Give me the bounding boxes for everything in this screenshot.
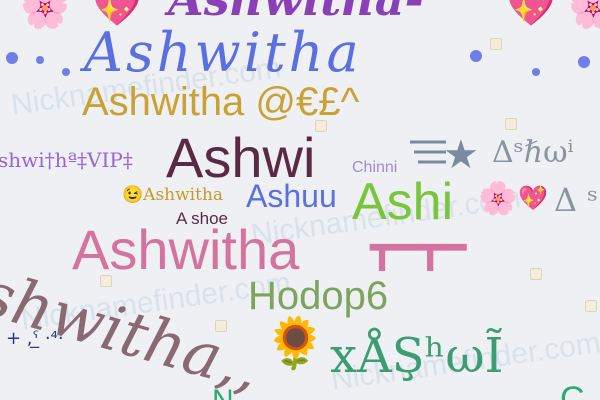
nickname-big-pink: Ashwitha <box>72 218 300 281</box>
bottom-fragment: C <box>560 380 585 400</box>
confetti-icon <box>490 38 502 50</box>
sunflower-icon: 🌻 <box>264 314 327 372</box>
nickname-gold: Ashwitha @€£^ <box>82 80 360 124</box>
confetti-icon <box>100 275 112 287</box>
nickname-top: Ashwitha- <box>168 0 424 22</box>
flower-icon: 🌸 <box>20 0 70 31</box>
flower-icon: 🌸 <box>478 179 518 217</box>
nickname-ashwi: Ashwi <box>166 126 316 189</box>
heart-icon: 💖 <box>506 0 556 29</box>
heart-icon: 💖 <box>518 184 548 212</box>
confetti-icon <box>530 268 542 280</box>
dot-icon <box>470 50 482 62</box>
dot-icon <box>62 68 70 76</box>
confetti-icon <box>315 120 327 132</box>
nickname-green-bottom: xÅŞʰωĨ <box>330 328 504 384</box>
star-icon: ★ <box>443 132 479 175</box>
nickname-tee-line: ┳━┳━ <box>370 225 467 271</box>
dot-icon <box>6 52 18 64</box>
confetti-icon <box>585 300 597 312</box>
nickname-ashi: Ashi <box>352 173 454 231</box>
shooting-star-icon: ★ <box>410 132 479 175</box>
small-symbols: + ,ˁ̲ ·⁴· <box>6 328 64 349</box>
dot-icon <box>36 56 44 64</box>
nickname-hodop: Hodop6 <box>248 274 389 318</box>
confetti-icon <box>215 320 227 332</box>
flower-icon: 🌸 <box>568 0 600 31</box>
nickname-emoji-line: 😉Ashwitha <box>122 187 223 204</box>
nickname-ashuu: Ashuu <box>246 178 337 214</box>
nickname-a-shoe: A shoe <box>176 209 228 228</box>
confetti-icon <box>505 118 517 130</box>
nickname-sigma-fragment: Δ ˢ <box>554 181 599 219</box>
nickname-vip: shwi†hª‡VIP‡ <box>0 148 133 172</box>
heart-icon: 💖 <box>92 0 142 29</box>
dot-icon <box>532 68 540 76</box>
bottom-fragment: N <box>212 386 234 400</box>
nickname-blue: Ashwitha <box>84 21 362 84</box>
wink-icon: 😉 <box>122 185 144 205</box>
nickname-emoji-text: Ashwitha <box>143 185 224 205</box>
nickname-chinni: Chinni <box>352 159 398 176</box>
nickname-sigma: Δˢℏωⁱ <box>492 135 574 170</box>
dot-icon <box>578 56 590 68</box>
